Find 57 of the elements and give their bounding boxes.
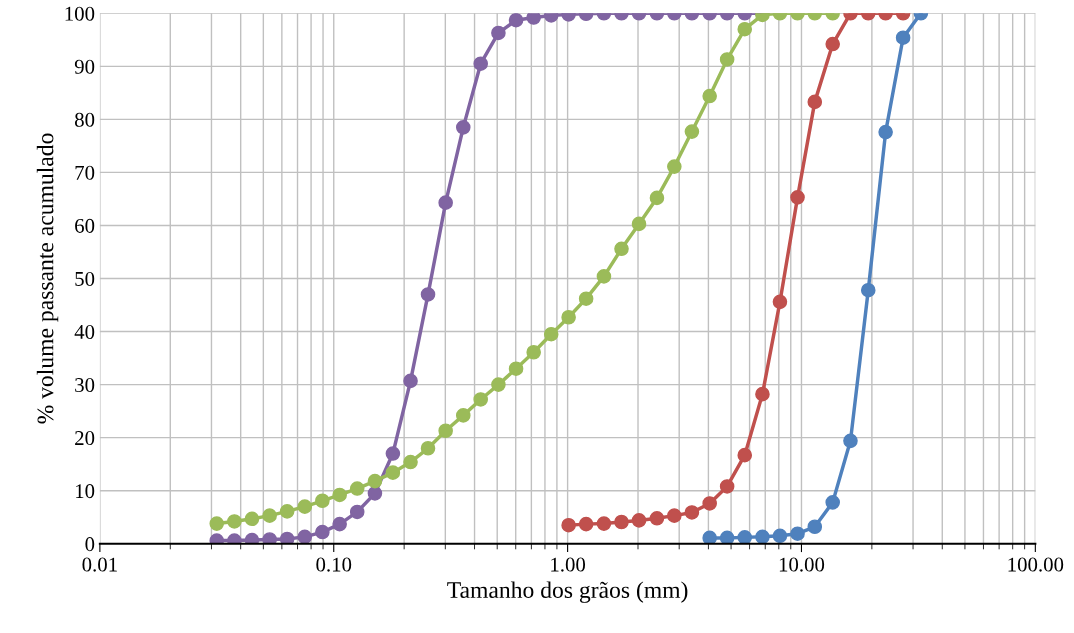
- point: [209, 516, 225, 531]
- point: [403, 373, 418, 389]
- y-tick-label: 0: [85, 537, 95, 552]
- point: [315, 493, 330, 509]
- point: [332, 516, 347, 532]
- point: [349, 481, 365, 496]
- point: [473, 392, 488, 407]
- y-tick-label: 70: [75, 165, 95, 180]
- point: [455, 408, 471, 423]
- y-tick-label: 20: [75, 431, 95, 446]
- y-tick-label: 90: [74, 59, 95, 74]
- point: [491, 377, 506, 392]
- point: [438, 423, 453, 439]
- y-axis-title: % volume passante acumulado: [36, 133, 59, 424]
- x-tick-label: 0.01: [82, 557, 117, 572]
- point: [332, 487, 347, 503]
- point: [279, 531, 295, 544]
- point: [262, 532, 277, 544]
- x-tick-label: 0.10: [316, 557, 352, 572]
- x-tick-label: 100.00: [1008, 557, 1064, 572]
- point: [262, 508, 277, 523]
- x-tick-label: 10.00: [779, 557, 825, 572]
- point: [349, 504, 365, 520]
- point: [297, 529, 313, 544]
- y-tick-label: 50: [75, 271, 95, 286]
- point: [543, 326, 559, 342]
- point: [244, 532, 260, 544]
- y-tick-label: 40: [74, 324, 95, 339]
- point: [279, 504, 295, 519]
- point: [367, 486, 383, 501]
- point: [614, 241, 629, 257]
- point: [561, 309, 576, 325]
- point: [403, 454, 418, 470]
- point: [631, 216, 647, 232]
- x-tick-label: 1.00: [551, 557, 586, 572]
- y-tick-label: 100: [65, 6, 95, 21]
- point: [367, 473, 383, 489]
- point: [244, 511, 260, 527]
- y-tick-label: 10: [76, 484, 95, 499]
- point: [420, 287, 436, 302]
- point: [297, 499, 313, 514]
- point: [420, 440, 436, 456]
- point: [596, 269, 612, 284]
- y-tick-label: 60: [75, 218, 95, 233]
- point: [385, 465, 401, 480]
- y-tick-label: 80: [74, 112, 95, 127]
- point: [227, 514, 242, 529]
- point: [385, 446, 401, 461]
- x-axis-title: Tamanho dos grãos (mm): [447, 581, 688, 603]
- point: [315, 524, 330, 540]
- point: [526, 344, 541, 360]
- point: [526, 13, 541, 25]
- point: [438, 195, 453, 210]
- point: [508, 361, 524, 376]
- point: [578, 291, 594, 306]
- point: [649, 190, 665, 206]
- y-tick-label: 30: [75, 377, 95, 393]
